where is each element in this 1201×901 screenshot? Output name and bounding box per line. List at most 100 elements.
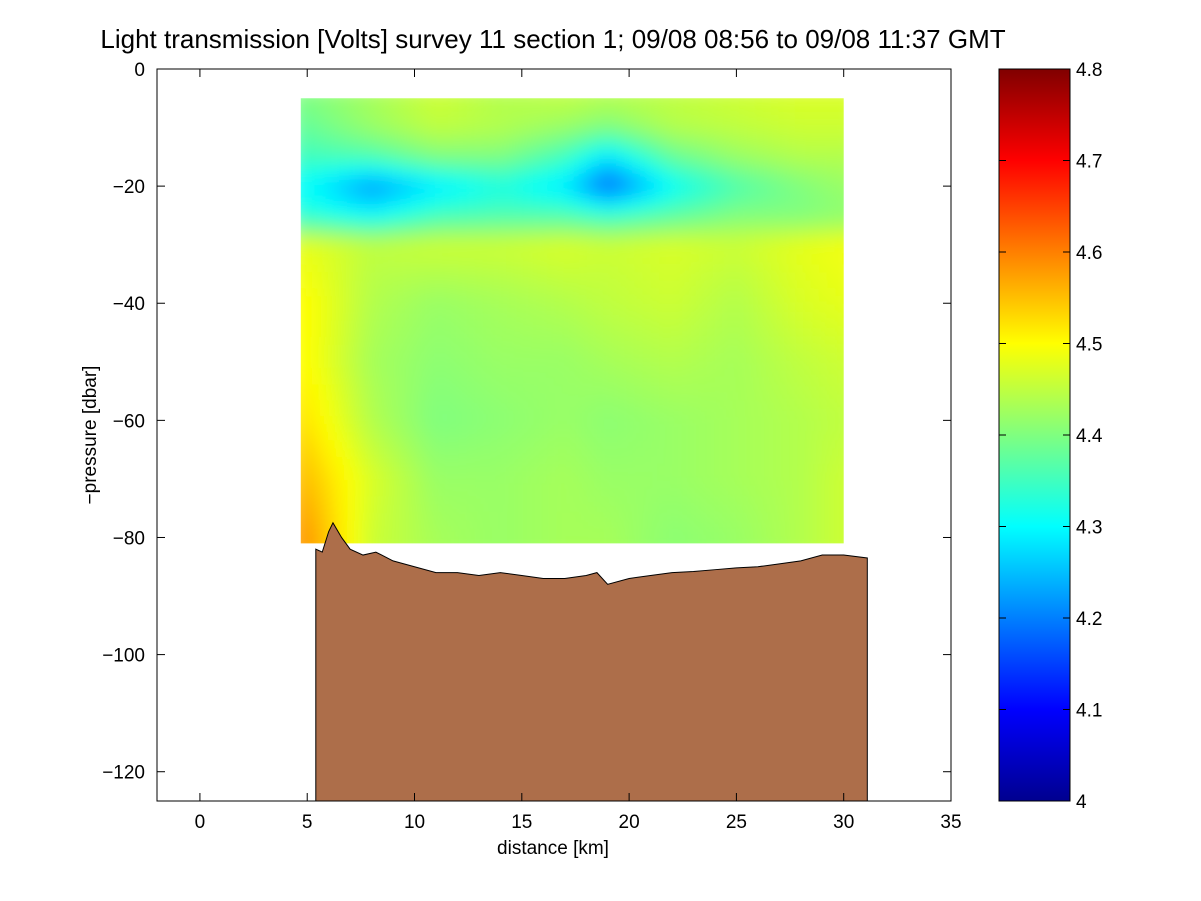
field-cell: [698, 208, 708, 217]
field-cell: [666, 432, 676, 441]
field-cell: [466, 224, 476, 233]
field-cell: [738, 520, 748, 529]
field-cell: [730, 440, 740, 449]
field-cell: [682, 208, 692, 217]
field-cell: [306, 384, 316, 393]
field-cell: [666, 128, 676, 137]
field-cell: [434, 200, 444, 209]
field-cell: [354, 416, 364, 425]
field-cell: [650, 336, 660, 345]
field-cell: [842, 216, 844, 225]
field-cell: [450, 136, 460, 145]
field-cell: [330, 432, 340, 441]
field-cell: [562, 296, 572, 305]
field-cell: [562, 496, 572, 505]
field-cell: [354, 184, 364, 193]
field-cell: [714, 536, 724, 544]
field-cell: [714, 128, 724, 137]
field-cell: [450, 528, 460, 537]
field-cell: [802, 152, 812, 161]
field-cell: [794, 264, 804, 273]
field-cell: [690, 272, 700, 281]
field-cell: [346, 392, 356, 401]
field-cell: [642, 536, 652, 544]
field-cell: [842, 224, 844, 233]
field-cell: [442, 104, 452, 113]
field-cell: [338, 184, 348, 193]
field-cell: [730, 208, 740, 217]
field-cell: [786, 432, 796, 441]
field-cell: [354, 344, 364, 353]
field-cell: [586, 408, 596, 417]
field-cell: [674, 480, 684, 489]
field-cell: [578, 216, 588, 225]
field-cell: [834, 240, 844, 249]
field-cell: [458, 280, 468, 289]
field-cell: [306, 304, 316, 313]
field-cell: [394, 240, 404, 249]
field-cell: [330, 160, 340, 169]
field-cell: [378, 352, 388, 361]
field-cell: [762, 200, 772, 209]
field-cell: [746, 288, 756, 297]
field-cell: [442, 288, 452, 297]
field-cell: [474, 168, 484, 177]
field-cell: [666, 160, 676, 169]
field-cell: [306, 264, 316, 273]
field-cell: [642, 400, 652, 409]
field-cell: [778, 192, 788, 201]
field-cell: [474, 416, 484, 425]
field-cell: [610, 312, 620, 321]
field-cell: [746, 208, 756, 217]
field-cell: [794, 320, 804, 329]
field-cell: [802, 240, 812, 249]
field-cell: [314, 232, 324, 241]
field-cell: [330, 288, 340, 297]
field-cell: [658, 536, 668, 544]
field-cell: [738, 368, 748, 377]
field-cell: [338, 128, 348, 137]
field-cell: [738, 480, 748, 489]
field-cell: [378, 328, 388, 337]
field-cell: [706, 528, 716, 537]
field-cell: [586, 288, 596, 297]
field-cell: [690, 496, 700, 505]
field-cell: [762, 128, 772, 137]
field-cell: [522, 224, 532, 233]
field-cell: [306, 520, 316, 529]
field-cell: [594, 256, 604, 265]
field-cell: [330, 336, 340, 345]
field-cell: [410, 224, 420, 233]
field-cell: [300, 184, 308, 193]
field-cell: [618, 424, 628, 433]
field-cell: [378, 344, 388, 353]
field-cell: [418, 480, 428, 489]
field-cell: [426, 112, 436, 121]
field-cell: [794, 280, 804, 289]
field-cell: [546, 432, 556, 441]
field-cell: [722, 152, 732, 161]
field-cell: [698, 368, 708, 377]
field-cell: [714, 416, 724, 425]
field-cell: [466, 344, 476, 353]
field-cell: [722, 408, 732, 417]
field-cell: [690, 432, 700, 441]
field-cell: [722, 536, 732, 544]
field-cell: [682, 200, 692, 209]
field-cell: [610, 256, 620, 265]
field-cell: [450, 520, 460, 529]
field-cell: [626, 344, 636, 353]
field-cell: [754, 456, 764, 465]
field-cell: [322, 520, 332, 529]
field-cell: [514, 480, 524, 489]
field-cell: [474, 448, 484, 457]
field-cell: [570, 256, 580, 265]
field-cell: [658, 528, 668, 537]
field-cell: [658, 384, 668, 393]
field-cell: [426, 480, 436, 489]
field-cell: [674, 400, 684, 409]
field-cell: [378, 376, 388, 385]
field-cell: [474, 536, 484, 544]
field-cell: [666, 256, 676, 265]
field-cell: [674, 176, 684, 185]
